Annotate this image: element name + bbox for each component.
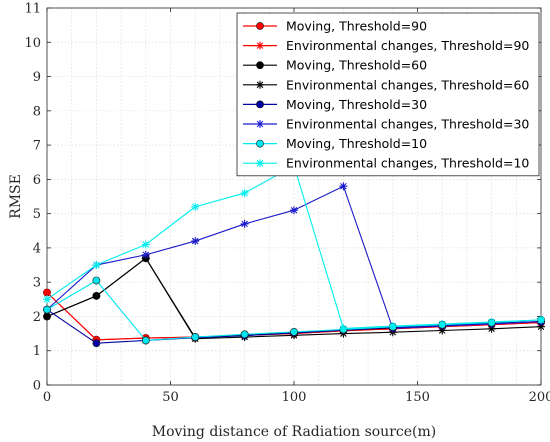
data-point [191, 237, 200, 246]
data-point [43, 295, 51, 304]
legend-entry: Moving, Threshold=90 [243, 19, 427, 34]
legend-label: Environmental changes, Threshold=30 [286, 117, 529, 132]
y-tick-label: 0 [33, 379, 41, 394]
y-tick-label: 11 [24, 2, 41, 17]
data-point [438, 319, 447, 328]
data-point [240, 330, 249, 339]
data-point [141, 240, 150, 249]
legend-label: Environmental changes, Threshold=10 [286, 156, 529, 171]
x-axis-title: Moving distance of Radiation source(m) [152, 424, 436, 440]
data-point [43, 312, 51, 321]
legend-label: Environmental changes, Threshold=60 [286, 77, 529, 92]
legend: Moving, Threshold=90 Environmental change… [236, 12, 540, 177]
legend-marker [256, 100, 264, 109]
legend-marker [256, 61, 264, 70]
y-tick-label: 6 [33, 173, 41, 188]
data-point [537, 315, 545, 324]
data-point [191, 333, 200, 341]
x-tick-label: 100 [282, 390, 307, 405]
y-tick-label: 4 [33, 241, 41, 256]
legend-label: Moving, Threshold=60 [286, 58, 427, 73]
data-point [92, 339, 101, 348]
data-point [537, 322, 545, 331]
data-point [43, 305, 51, 314]
data-point [92, 261, 101, 270]
legend-entry: Moving, Threshold=10 [243, 136, 427, 151]
legend-label: Moving, Threshold=10 [286, 136, 427, 151]
data-point [240, 189, 249, 198]
y-tick-label: 8 [33, 104, 41, 119]
legend-marker [256, 80, 264, 89]
data-point [141, 250, 150, 259]
legend-marker [256, 22, 264, 30]
data-point [290, 327, 298, 336]
x-tick-label: 0 [43, 390, 51, 405]
legend-label: Environmental changes, Threshold=90 [286, 38, 529, 53]
data-point [438, 326, 447, 335]
data-point [191, 202, 200, 211]
data-point [240, 219, 249, 228]
legend-box [236, 12, 540, 177]
y-tick-label: 7 [33, 139, 41, 154]
y-tick-label: 1 [33, 344, 41, 359]
data-point [388, 322, 397, 331]
y-tick-label: 10 [24, 36, 41, 51]
data-point [92, 276, 101, 285]
y-tick-label: 3 [33, 276, 41, 291]
legend-entry: Moving, Threshold=60 [243, 58, 427, 73]
legend-entry: Moving, Threshold=30 [243, 97, 427, 112]
x-tick-label: 150 [405, 390, 430, 405]
legend-marker [256, 120, 264, 128]
legend-label: Moving, Threshold=30 [286, 97, 427, 112]
data-point [43, 288, 51, 297]
legend-entry: Environmental changes, Threshold=60 [243, 77, 529, 92]
legend-entry: Environmental changes, Threshold=30 [243, 117, 529, 132]
data-point [487, 324, 496, 333]
data-point [290, 206, 298, 215]
y-tick-label: 5 [33, 207, 41, 222]
data-point [339, 182, 348, 191]
x-tick-label: 200 [529, 390, 550, 405]
y-tick-label: 2 [33, 310, 41, 325]
legend-entry: Environmental changes, Threshold=10 [243, 156, 529, 171]
legend-marker [256, 159, 264, 168]
legend-entry: Environmental changes, Threshold=90 [243, 38, 529, 53]
data-point [339, 324, 348, 333]
legend-marker [256, 41, 264, 50]
legend-marker [256, 139, 264, 148]
y-axis-title: RMSE [8, 174, 24, 219]
data-point [487, 317, 496, 326]
axis-ticks: 0 1 2 3 4 5 6 7 8 9 10 11 0 50 100 150 200 [24, 2, 550, 406]
data-point [92, 291, 101, 300]
x-tick-label: 50 [162, 390, 179, 405]
data-point [141, 336, 150, 345]
legend-label: Moving, Threshold=90 [286, 19, 427, 34]
y-tick-label: 9 [33, 70, 41, 85]
